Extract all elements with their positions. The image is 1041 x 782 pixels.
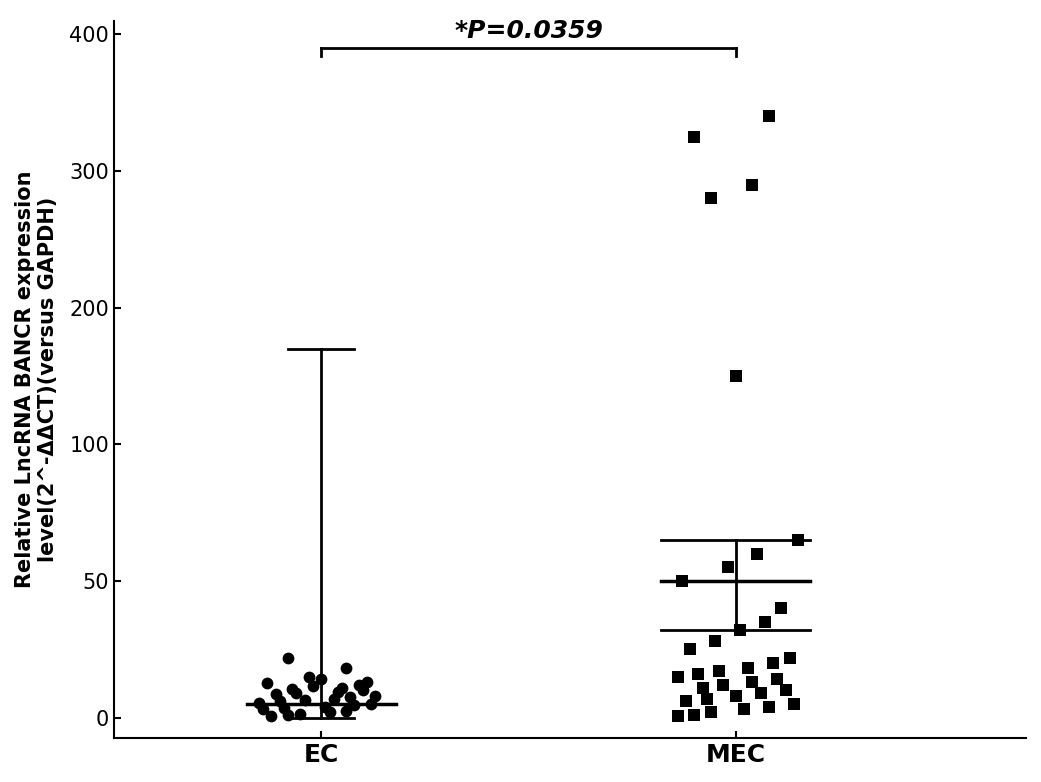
Point xyxy=(719,561,736,573)
Point xyxy=(674,575,690,587)
Point xyxy=(272,695,288,708)
Point xyxy=(346,699,362,712)
Point xyxy=(744,178,761,191)
Point xyxy=(748,547,765,560)
Point xyxy=(728,690,744,702)
Point xyxy=(337,662,354,675)
Point xyxy=(301,670,318,683)
Point xyxy=(322,706,338,719)
Point xyxy=(293,707,309,719)
Point xyxy=(354,684,371,697)
Y-axis label: Relative LncRNA BANCR expression
level(2^-ΔΔCT)(versus GAPDH): Relative LncRNA BANCR expression level(2… xyxy=(15,170,58,588)
Point xyxy=(318,701,334,713)
Point xyxy=(728,370,744,382)
Point xyxy=(350,679,366,691)
Point xyxy=(736,703,753,716)
Point xyxy=(715,679,732,691)
Point xyxy=(711,665,728,677)
Point xyxy=(333,681,350,694)
Point xyxy=(732,624,748,637)
Point xyxy=(786,698,803,710)
Point xyxy=(362,698,379,710)
Point xyxy=(276,701,293,714)
Text: *P=0.0359: *P=0.0359 xyxy=(454,19,603,42)
Point xyxy=(769,673,786,686)
Point xyxy=(765,657,782,669)
Point xyxy=(778,684,794,697)
Point xyxy=(694,681,711,694)
Point xyxy=(255,703,272,716)
Point xyxy=(263,710,280,723)
Point xyxy=(757,615,773,628)
Point xyxy=(678,695,694,708)
Point xyxy=(707,635,723,647)
Point xyxy=(288,687,305,699)
Point xyxy=(690,668,707,680)
Point xyxy=(782,651,798,664)
Point xyxy=(703,192,719,205)
Point xyxy=(280,708,297,721)
Point xyxy=(284,683,301,695)
Point xyxy=(305,680,322,693)
Point xyxy=(326,692,342,705)
Point xyxy=(761,701,778,713)
Point xyxy=(297,694,313,706)
Point xyxy=(744,676,761,688)
Point xyxy=(669,670,686,683)
Point xyxy=(669,710,686,723)
Point xyxy=(686,131,703,143)
Point xyxy=(682,643,699,655)
Point xyxy=(703,706,719,719)
Point xyxy=(740,662,757,675)
Point xyxy=(341,691,358,703)
Point xyxy=(337,705,354,717)
Point xyxy=(329,685,346,698)
Point xyxy=(761,110,778,123)
Point xyxy=(366,690,383,702)
Point xyxy=(251,696,268,708)
Point xyxy=(753,687,769,699)
Point xyxy=(268,688,284,701)
Point xyxy=(259,677,276,690)
Point xyxy=(313,673,330,686)
Point xyxy=(358,676,375,688)
Point xyxy=(686,708,703,721)
Point xyxy=(773,602,790,615)
Point xyxy=(280,651,297,664)
Point xyxy=(699,692,715,705)
Point xyxy=(790,534,807,547)
